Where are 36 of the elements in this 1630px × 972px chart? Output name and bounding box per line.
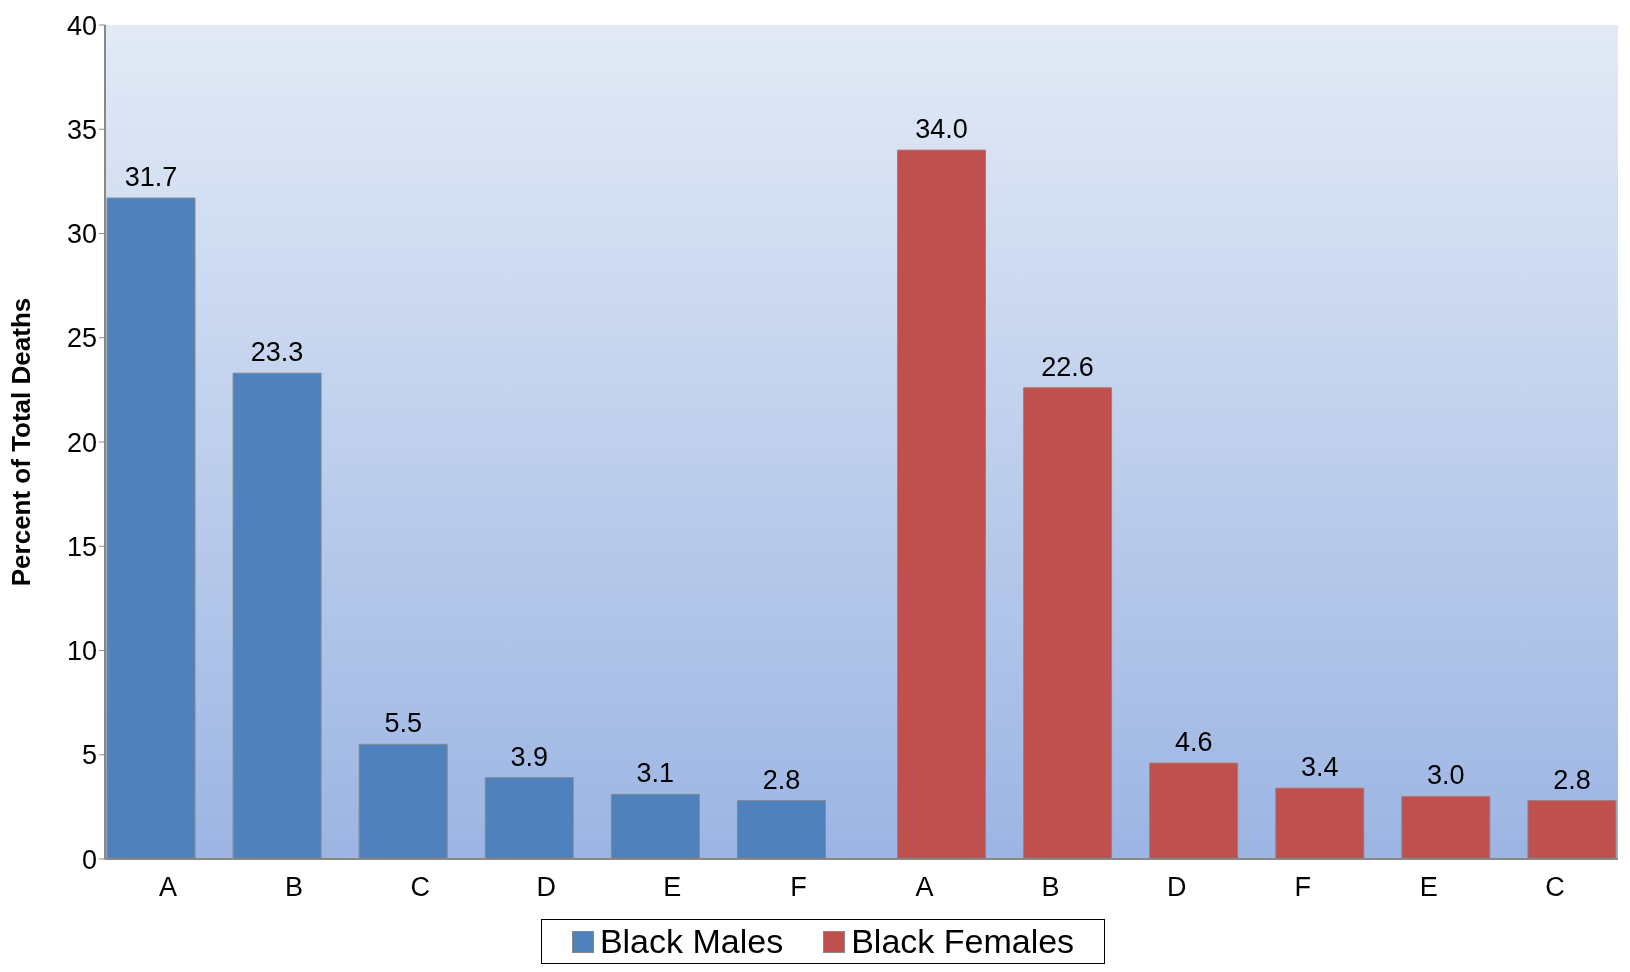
legend-label: Black Females: [851, 922, 1075, 961]
data-label: 2.8: [1553, 764, 1591, 795]
y-axis-title: Percent of Total Deaths: [6, 297, 37, 587]
x-tick-label: E: [1419, 872, 1438, 903]
data-label: 2.8: [762, 764, 801, 795]
data-label: 3.9: [510, 741, 549, 772]
y-tick-label: 10: [66, 636, 97, 667]
y-tick-label: 40: [66, 10, 97, 41]
y-tick-label: 15: [66, 531, 97, 562]
y-tick-label: 0: [81, 844, 97, 875]
legend-label: Black Males: [599, 922, 784, 961]
x-tick-label: D: [1166, 872, 1187, 903]
x-tick-label: C: [410, 872, 430, 903]
data-label: 22.6: [1041, 351, 1094, 382]
x-tick-label: A: [159, 872, 178, 903]
x-tick-label: C: [1545, 872, 1565, 903]
data-label: 3.4: [1300, 752, 1339, 783]
x-tick-label: F: [1294, 872, 1312, 903]
x-tick-label: B: [1041, 872, 1060, 903]
x-tick-label: A: [915, 872, 934, 903]
x-tick-label: B: [285, 872, 304, 903]
data-label: 34.0: [915, 114, 968, 145]
x-tick-label: E: [663, 872, 682, 903]
x-tick-label: D: [536, 872, 557, 903]
y-tick-label: 25: [66, 323, 97, 354]
y-tick-label: 35: [66, 114, 97, 145]
data-label: 31.7: [124, 162, 178, 193]
data-label: 3.0: [1427, 760, 1465, 791]
data-label: 5.5: [384, 708, 422, 739]
data-label: 4.6: [1174, 727, 1213, 758]
data-label: 23.3: [250, 337, 304, 368]
data-label: 3.1: [636, 758, 675, 789]
x-tick-label: F: [790, 872, 807, 903]
y-tick-label: 30: [66, 219, 97, 250]
y-tick-label: 20: [66, 427, 97, 458]
y-tick-label: 5: [81, 740, 97, 771]
